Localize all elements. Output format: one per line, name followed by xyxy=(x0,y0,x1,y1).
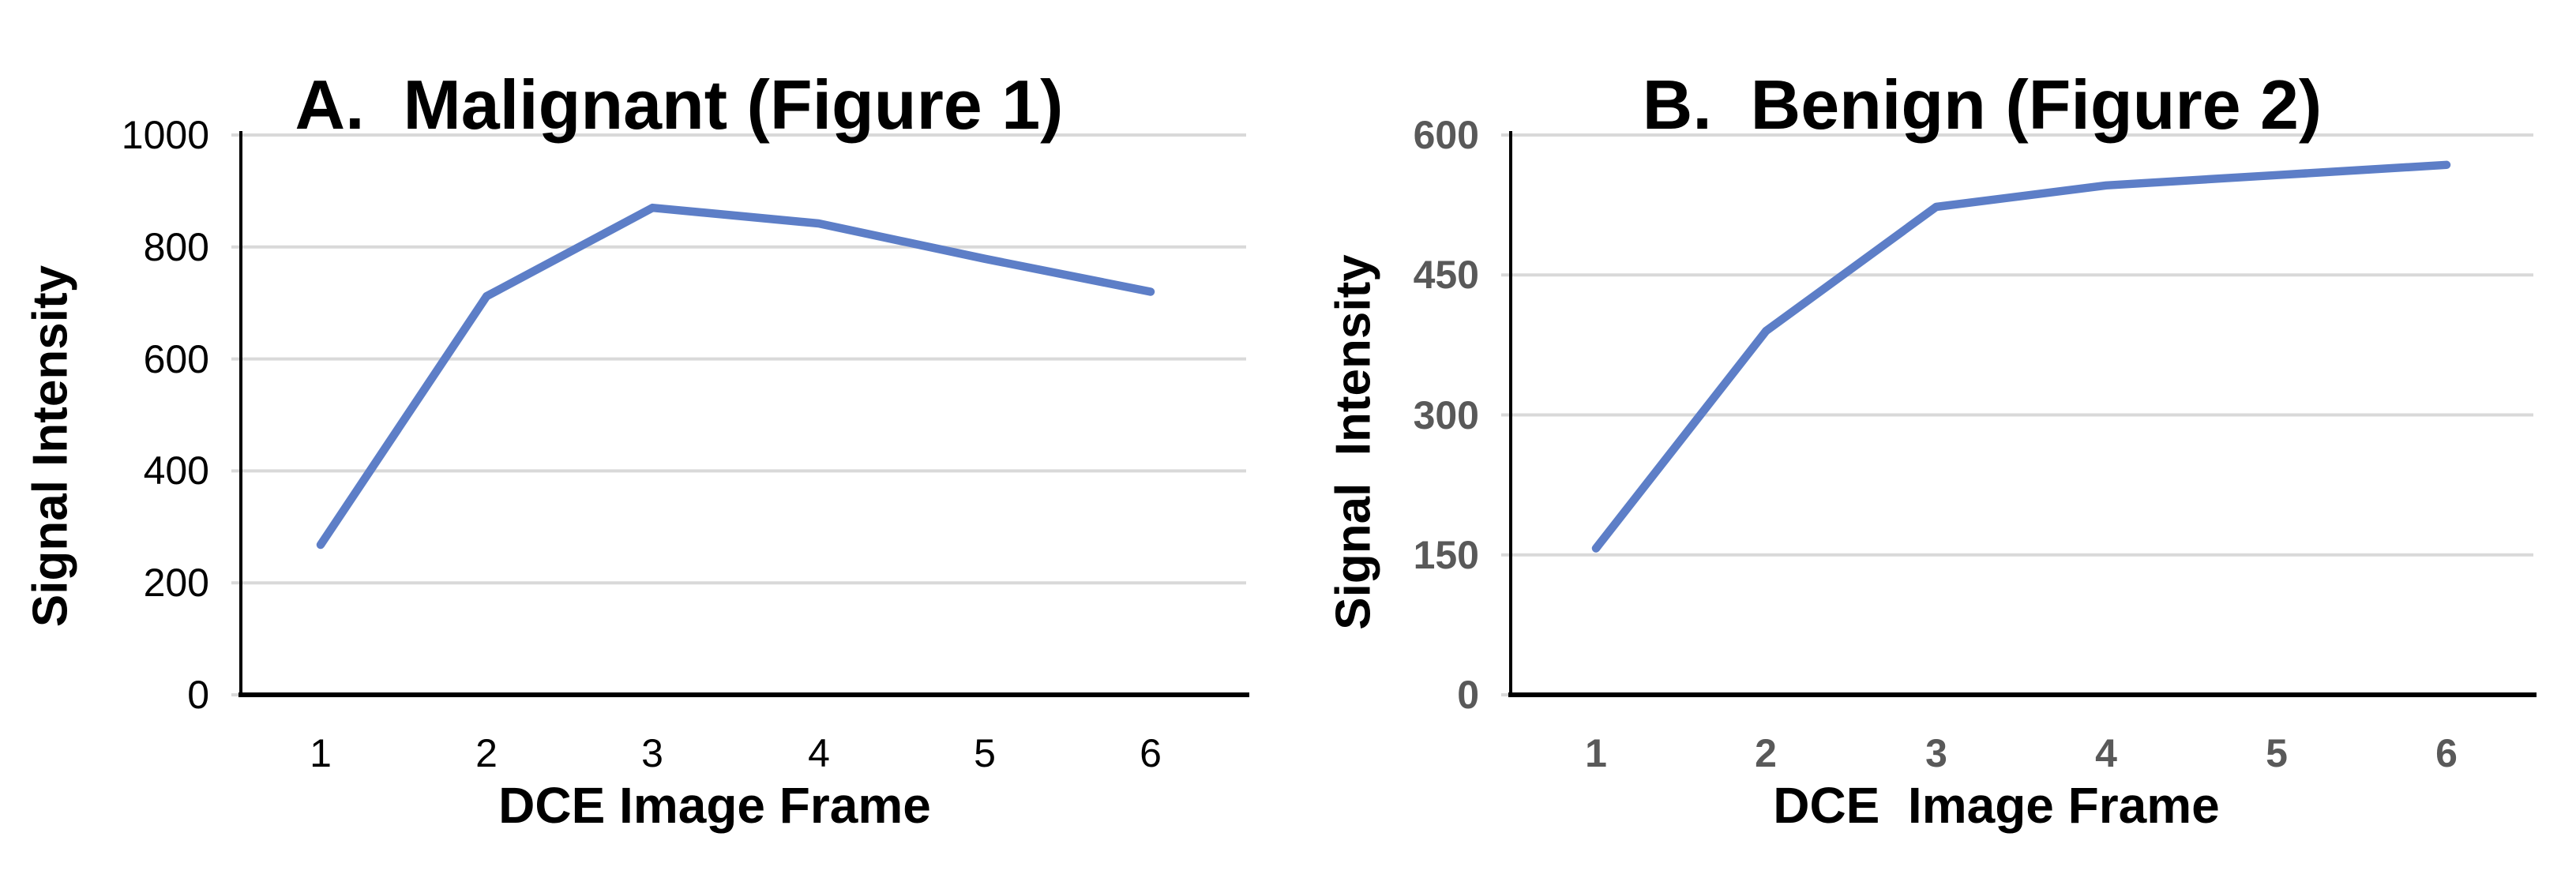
chart-b-y-axis-title: Signal Intensity xyxy=(1326,254,1381,630)
chart-a-xtick-4: 4 xyxy=(808,731,830,775)
chart-b-xtick-4: 4 xyxy=(2095,731,2117,775)
chart-a-ytick-200: 200 xyxy=(143,561,209,605)
chart-a-ytick-800: 800 xyxy=(143,225,209,269)
chart-b-xtick-1: 1 xyxy=(1585,731,1607,775)
chart-b-ytick-0: 0 xyxy=(1457,673,1479,717)
chart-b-ytick-450: 450 xyxy=(1413,253,1479,297)
chart-b-ytick-150: 150 xyxy=(1413,533,1479,577)
chart-b-ytick-300: 300 xyxy=(1413,393,1479,437)
chart-b-xtick-3: 3 xyxy=(1925,731,1947,775)
chart-b-title: B. Benign (Figure 2) xyxy=(1642,66,2323,144)
chart-a-ytick-600: 600 xyxy=(143,337,209,381)
chart-a-ytick-1000: 1000 xyxy=(121,113,209,157)
chart-b-ytick-600: 600 xyxy=(1413,113,1479,157)
chart-a-signal-line xyxy=(316,203,1155,550)
chart-b-x-axis-title: DCE Image Frame xyxy=(1773,777,2220,834)
chart-b-xtick-2: 2 xyxy=(1755,731,1777,775)
chart-a-xtick-1: 1 xyxy=(310,731,332,775)
chart-a-xtick-5: 5 xyxy=(974,731,996,775)
chart-a-xtick-3: 3 xyxy=(641,731,663,775)
chart-a-ytick-0: 0 xyxy=(187,673,209,717)
chart-b-xtick-5: 5 xyxy=(2266,731,2288,775)
chart-b-xtick-6: 6 xyxy=(2435,731,2458,775)
chart-a-xtick-2: 2 xyxy=(475,731,498,775)
chart-a-ytick-400: 400 xyxy=(143,448,209,493)
chart-b-signal-line xyxy=(1591,160,2451,553)
chart-a-x-axis-title: DCE Image Frame xyxy=(498,777,931,834)
chart-a-title: A. Malignant (Figure 1) xyxy=(295,66,1064,144)
chart-a-y-axis-title: Signal Intensity xyxy=(23,265,78,628)
chart-a-xtick-6: 6 xyxy=(1140,731,1162,775)
